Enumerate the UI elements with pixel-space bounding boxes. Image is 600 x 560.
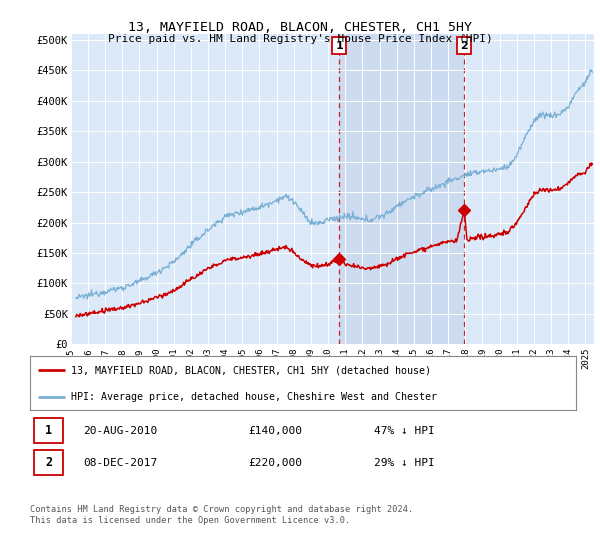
Text: 47% ↓ HPI: 47% ↓ HPI xyxy=(374,426,435,436)
Bar xyxy=(339,34,464,344)
FancyBboxPatch shape xyxy=(34,450,63,475)
Text: Contains HM Land Registry data © Crown copyright and database right 2024.
This d: Contains HM Land Registry data © Crown c… xyxy=(30,505,413,525)
FancyBboxPatch shape xyxy=(34,418,63,443)
Text: 08-DEC-2017: 08-DEC-2017 xyxy=(83,458,158,468)
Text: 2: 2 xyxy=(460,41,468,51)
Text: 13, MAYFIELD ROAD, BLACON, CHESTER, CH1 5HY (detached house): 13, MAYFIELD ROAD, BLACON, CHESTER, CH1 … xyxy=(71,366,431,375)
Text: 13, MAYFIELD ROAD, BLACON, CHESTER, CH1 5HY: 13, MAYFIELD ROAD, BLACON, CHESTER, CH1 … xyxy=(128,21,472,34)
Text: Price paid vs. HM Land Registry's House Price Index (HPI): Price paid vs. HM Land Registry's House … xyxy=(107,34,493,44)
Text: 29% ↓ HPI: 29% ↓ HPI xyxy=(374,458,435,468)
Text: £220,000: £220,000 xyxy=(248,458,302,468)
Text: £140,000: £140,000 xyxy=(248,426,302,436)
Text: 1: 1 xyxy=(335,41,343,51)
Text: 1: 1 xyxy=(45,424,52,437)
Text: 20-AUG-2010: 20-AUG-2010 xyxy=(83,426,158,436)
Text: HPI: Average price, detached house, Cheshire West and Chester: HPI: Average price, detached house, Ches… xyxy=(71,392,437,402)
Text: 2: 2 xyxy=(45,456,52,469)
